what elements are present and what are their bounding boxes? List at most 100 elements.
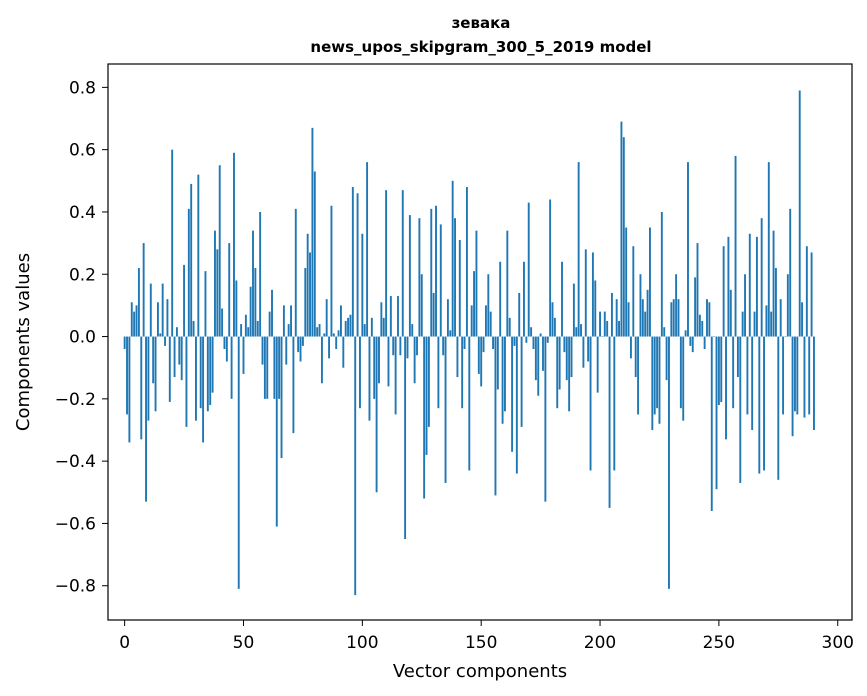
bar: [508, 317, 511, 337]
bar: [214, 230, 216, 337]
bar: [320, 336, 323, 384]
bar: [387, 336, 390, 387]
bar: [126, 336, 128, 415]
bar: [701, 320, 704, 337]
bar: [553, 317, 556, 337]
bar: [487, 274, 490, 337]
x-tick-label: 250: [703, 633, 735, 653]
bar: [235, 280, 238, 337]
bar: [649, 227, 651, 337]
x-axis-ticks: 0 50 100 150 200 250 300: [119, 620, 854, 653]
bar: [168, 336, 171, 402]
bar: [805, 246, 808, 337]
bar: [225, 336, 228, 362]
bar: [461, 336, 464, 409]
bar: [782, 336, 785, 415]
bar: [744, 274, 746, 337]
bar: [589, 336, 592, 471]
bar: [247, 327, 250, 337]
bar: [577, 162, 580, 337]
bar: [156, 302, 159, 337]
bar: [382, 317, 385, 337]
bar: [813, 336, 815, 430]
bar: [154, 336, 157, 412]
bar: [294, 208, 297, 337]
bar: [803, 336, 806, 418]
bar: [613, 336, 616, 471]
bar: [665, 336, 668, 381]
bar: [575, 327, 578, 337]
bar: [161, 283, 164, 337]
bar: [292, 336, 295, 434]
bar: [606, 320, 609, 337]
bar: [183, 264, 186, 337]
bar: [413, 336, 416, 384]
bar: [316, 327, 319, 337]
bar: [801, 302, 804, 337]
bar: [425, 336, 428, 455]
bar: [549, 199, 552, 337]
bar: [546, 336, 549, 343]
bar: [351, 187, 354, 337]
bar: [544, 336, 547, 502]
bar: [475, 230, 478, 337]
bar: [518, 292, 521, 337]
bar: [734, 155, 737, 337]
bar: [335, 336, 338, 350]
bar: [765, 305, 768, 337]
bar: [342, 336, 345, 368]
bar: [361, 233, 364, 337]
bar: [599, 311, 601, 337]
bar: [454, 218, 456, 337]
bar: [506, 230, 509, 337]
bar: [173, 336, 176, 378]
bar: [356, 193, 359, 337]
bar: [463, 336, 466, 350]
bar: [755, 236, 758, 337]
bar: [259, 211, 262, 337]
bar: [442, 336, 445, 356]
bar: [420, 274, 423, 337]
bar: [515, 336, 518, 474]
bar: [347, 317, 350, 337]
bar: [682, 336, 685, 421]
bar: [435, 205, 437, 337]
bar: [380, 302, 383, 337]
bar: [511, 336, 514, 452]
bar: [446, 299, 449, 337]
bar: [339, 305, 342, 337]
bar: [706, 299, 708, 337]
bar: [691, 336, 694, 353]
bar: [587, 336, 590, 362]
bar: [625, 227, 628, 337]
bar: [561, 261, 563, 337]
bar: [653, 336, 656, 415]
bar: [496, 336, 499, 390]
bar: [192, 320, 195, 337]
bar: [492, 336, 495, 350]
bar: [751, 336, 754, 430]
bar: [187, 208, 190, 337]
bar: [406, 336, 409, 359]
bar: [142, 243, 145, 337]
bar: [432, 292, 435, 337]
bars-group: [123, 90, 815, 596]
bar: [282, 305, 285, 337]
bar: [266, 336, 269, 399]
bar: [451, 180, 454, 337]
bar: [273, 336, 276, 399]
bar: [618, 320, 620, 337]
bar: [301, 336, 304, 346]
bar: [323, 333, 326, 337]
bar: [180, 336, 183, 381]
bar: [622, 137, 625, 337]
bar: [309, 252, 311, 337]
bar: [206, 336, 209, 412]
bar: [306, 233, 309, 337]
bar: [656, 336, 659, 409]
bar: [152, 336, 155, 384]
bar: [164, 336, 166, 346]
y-axis-label: Components values: [13, 253, 34, 431]
bar: [128, 336, 131, 443]
